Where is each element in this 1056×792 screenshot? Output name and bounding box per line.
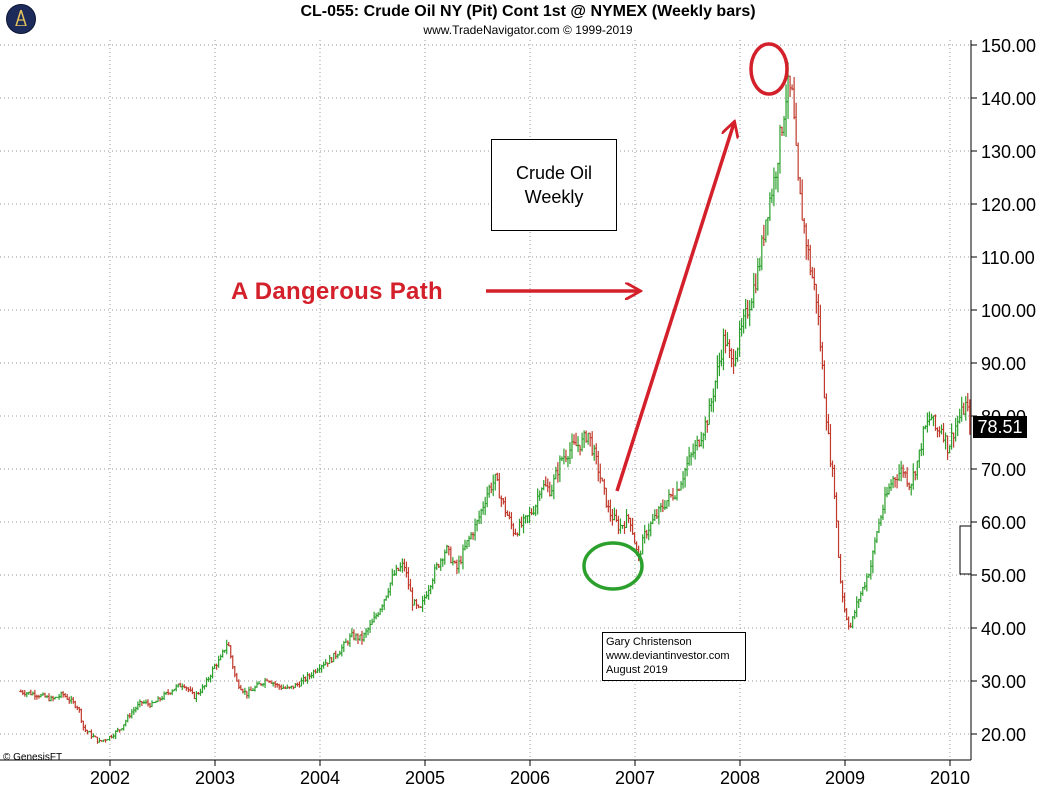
gridlines bbox=[0, 40, 971, 760]
chart-title: CL-055: Crude Oil NY (Pit) Cont 1st @ NY… bbox=[300, 3, 756, 20]
y-tick-label: 120.00 bbox=[981, 195, 1036, 215]
annotation-overlays bbox=[486, 42, 971, 591]
y-tick-label: 100.00 bbox=[981, 301, 1036, 321]
chart-axes bbox=[0, 40, 972, 761]
y-tick-label: 140.00 bbox=[981, 89, 1036, 109]
crude-oil-weekly-box: Crude Oil Weekly bbox=[491, 139, 617, 231]
peak-circle-red bbox=[749, 42, 789, 96]
x-axis-ticks: 2002 2003 2004 2005 2006 2007 2008 2009 2010 bbox=[90, 760, 970, 788]
x-tick-label: 2009 bbox=[825, 768, 865, 788]
x-tick-label: 2003 bbox=[195, 768, 235, 788]
y-axis-ticks: 20.0030.0040.0050.0060.0070.0080.0090.00… bbox=[971, 36, 1036, 745]
ohlc-bars bbox=[19, 62, 972, 744]
y-tick-label: 110.00 bbox=[981, 248, 1035, 268]
x-tick-label: 2002 bbox=[90, 768, 130, 788]
y-tick-label: 20.00 bbox=[981, 725, 1026, 745]
price-range-bracket bbox=[959, 525, 971, 575]
last-price-label: 78.51 bbox=[973, 416, 1027, 438]
trade-navigator-logo bbox=[6, 4, 36, 34]
y-tick-label: 40.00 bbox=[981, 619, 1026, 639]
rising-red-arrow bbox=[615, 123, 734, 492]
y-tick-label: 90.00 bbox=[981, 354, 1026, 374]
author-credit-box: Gary Christenson www.deviantinvestor.com… bbox=[602, 632, 746, 681]
y-tick-label: 150.00 bbox=[981, 36, 1036, 56]
y-tick-label: 50.00 bbox=[981, 566, 1026, 586]
x-tick-label: 2004 bbox=[300, 768, 340, 788]
x-tick-label: 2008 bbox=[720, 768, 760, 788]
x-tick-label: 2007 bbox=[615, 768, 655, 788]
box-line-1: Crude Oil bbox=[515, 163, 593, 183]
chart-subtitle: www.TradeNavigator.com © 1999-2019 bbox=[423, 23, 633, 37]
dangerous-path-headline: A Dangerous Path bbox=[231, 278, 443, 305]
oil-derrick-icon bbox=[15, 10, 27, 26]
x-tick-label: 2010 bbox=[930, 768, 970, 788]
credit-website: www.deviantinvestor.com bbox=[606, 650, 730, 662]
x-tick-label: 2005 bbox=[405, 768, 445, 788]
genesis-watermark: © GenesisFT bbox=[3, 752, 63, 763]
y-tick-label: 30.00 bbox=[981, 672, 1026, 692]
credit-date: August 2019 bbox=[606, 664, 668, 676]
x-tick-label: 2006 bbox=[510, 768, 550, 788]
y-tick-label: 70.00 bbox=[981, 460, 1026, 480]
y-tick-label: 60.00 bbox=[981, 513, 1026, 533]
credit-author: Gary Christenson bbox=[606, 636, 692, 648]
box-line-2: Weekly bbox=[524, 187, 584, 207]
low-circle-green bbox=[582, 541, 644, 591]
y-tick-label: 130.00 bbox=[981, 142, 1036, 162]
